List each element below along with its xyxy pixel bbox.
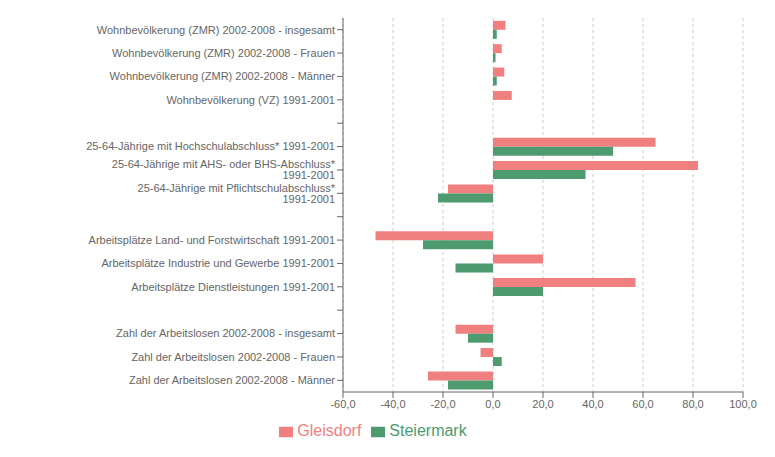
svg-text:25-64-Jährige mit Hochschulabs: 25-64-Jährige mit Hochschulabschluss* 19… bbox=[86, 140, 335, 152]
svg-text:100,0: 100,0 bbox=[729, 398, 757, 410]
svg-text:40,0: 40,0 bbox=[582, 398, 603, 410]
svg-text:Wohnbevölkerung (ZMR) 2002-200: Wohnbevölkerung (ZMR) 2002-2008 - Frauen bbox=[112, 47, 335, 59]
svg-text:-40,0: -40,0 bbox=[380, 398, 405, 410]
svg-text:Zahl der Arbeitslosen 2002-200: Zahl der Arbeitslosen 2002-2008 - Männer bbox=[129, 374, 335, 386]
svg-text:20,0: 20,0 bbox=[532, 398, 553, 410]
svg-text:Arbeitsplätze Industrie und Ge: Arbeitsplätze Industrie und Gewerbe 1991… bbox=[101, 257, 335, 269]
svg-text:Arbeitsplätze Dienstleistungen: Arbeitsplätze Dienstleistungen 1991-2001 bbox=[131, 281, 335, 293]
svg-text:Wohnbevölkerung (ZMR) 2002-200: Wohnbevölkerung (ZMR) 2002-2008 - insges… bbox=[97, 24, 335, 36]
svg-text:Arbeitsplätze Land- und Forstw: Arbeitsplätze Land- und Forstwirtschaft … bbox=[89, 234, 335, 246]
svg-text:Zahl der Arbeitslosen 2002-200: Zahl der Arbeitslosen 2002-2008 - insges… bbox=[116, 327, 335, 339]
svg-text:25-64-Jährige mit Pflichtschul: 25-64-Jährige mit Pflichtschulabschluss*… bbox=[138, 182, 336, 205]
svg-text:60,0: 60,0 bbox=[632, 398, 653, 410]
svg-text:Wohnbevölkerung (ZMR) 2002-200: Wohnbevölkerung (ZMR) 2002-2008 - Männer bbox=[110, 70, 336, 82]
svg-text:0,0: 0,0 bbox=[485, 398, 500, 410]
svg-text:Wohnbevölkerung (VZ) 1991-2001: Wohnbevölkerung (VZ) 1991-2001 bbox=[166, 94, 335, 106]
svg-text:Zahl der Arbeitslosen 2002-200: Zahl der Arbeitslosen 2002-2008 - Frauen bbox=[131, 351, 335, 363]
html-text:Steiermark: Steiermark bbox=[389, 422, 467, 439]
svg-text:80,0: 80,0 bbox=[682, 398, 703, 410]
svg-text:25-64-Jährige mit AHS- oder BH: 25-64-Jährige mit AHS- oder BHS-Abschlus… bbox=[112, 158, 336, 181]
svg-text:-60,0: -60,0 bbox=[330, 398, 355, 410]
html-text:Gleisdorf: Gleisdorf bbox=[297, 422, 362, 439]
svg-text:-20,0: -20,0 bbox=[430, 398, 455, 410]
